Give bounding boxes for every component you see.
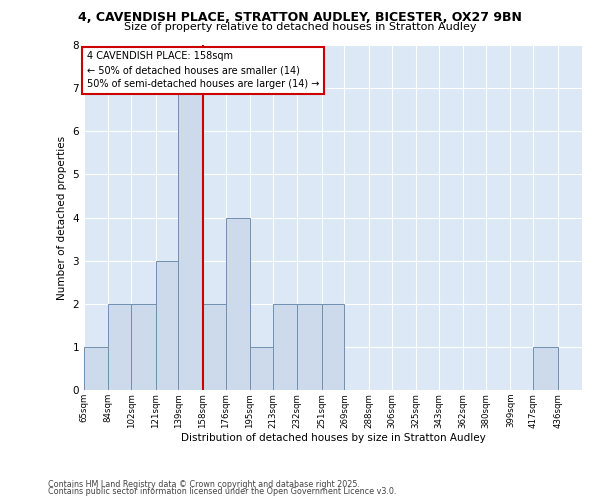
Bar <box>226 218 250 390</box>
Bar <box>155 260 178 390</box>
Text: 4, CAVENDISH PLACE, STRATTON AUDLEY, BICESTER, OX27 9BN: 4, CAVENDISH PLACE, STRATTON AUDLEY, BIC… <box>78 11 522 24</box>
Bar <box>273 304 297 390</box>
Bar <box>533 347 558 390</box>
Text: 4 CAVENDISH PLACE: 158sqm
← 50% of detached houses are smaller (14)
50% of semi-: 4 CAVENDISH PLACE: 158sqm ← 50% of detac… <box>86 52 319 90</box>
Bar <box>84 347 108 390</box>
Text: Contains public sector information licensed under the Open Government Licence v3: Contains public sector information licen… <box>48 488 397 496</box>
Text: Size of property relative to detached houses in Stratton Audley: Size of property relative to detached ho… <box>124 22 476 32</box>
Bar <box>131 304 155 390</box>
Bar <box>250 347 273 390</box>
Bar <box>322 304 344 390</box>
Text: Contains HM Land Registry data © Crown copyright and database right 2025.: Contains HM Land Registry data © Crown c… <box>48 480 360 489</box>
Bar <box>108 304 131 390</box>
Bar <box>178 88 203 390</box>
X-axis label: Distribution of detached houses by size in Stratton Audley: Distribution of detached houses by size … <box>181 433 485 443</box>
Bar <box>297 304 322 390</box>
Y-axis label: Number of detached properties: Number of detached properties <box>57 136 67 300</box>
Bar <box>203 304 226 390</box>
